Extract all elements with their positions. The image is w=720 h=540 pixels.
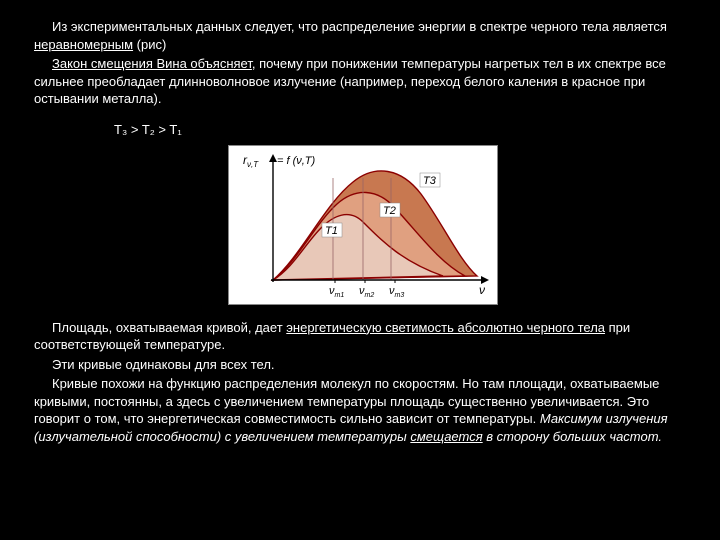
svg-text:ν: ν: [479, 283, 485, 297]
temperature-relation: T₃ > T₂ > T₁: [114, 122, 692, 137]
svg-text:T3: T3: [423, 175, 437, 187]
p1-underlined: неравномерным: [34, 37, 133, 52]
paragraph-2: Закон смещения Вина объясняет, почему пр…: [34, 55, 692, 108]
p1-a: Из экспериментальных данных следует, что…: [52, 19, 667, 34]
blackbody-chart: rν,T= f (ν,T)νT1T2T3νm1νm2νm3: [228, 145, 498, 305]
p3-underlined: энергетическую светимость абсолютно черн…: [286, 320, 605, 335]
p3-a: Площадь, охватываемая кривой, дает: [52, 320, 286, 335]
chart-svg: rν,T= f (ν,T)νT1T2T3νm1νm2νm3: [233, 150, 493, 300]
svg-text:T2: T2: [383, 205, 396, 217]
p5-underlined: смещается: [410, 429, 482, 444]
paragraph-5: Кривые похожи на функцию распределения м…: [34, 375, 692, 445]
figure-wrap: rν,T= f (ν,T)νT1T2T3νm1νm2νm3: [34, 145, 692, 305]
p2-underlined: Закон смещения Вина объясняет: [52, 56, 252, 71]
paragraph-3: Площадь, охватываемая кривой, дает энерг…: [34, 319, 692, 354]
p1-b: (рис): [133, 37, 166, 52]
svg-text:T1: T1: [325, 225, 338, 237]
paragraph-1: Из экспериментальных данных следует, что…: [34, 18, 692, 53]
slide: Из экспериментальных данных следует, что…: [0, 0, 720, 540]
paragraph-4: Эти кривые одинаковы для всех тел.: [34, 356, 692, 374]
svg-text:= f (ν,T): = f (ν,T): [277, 155, 316, 167]
